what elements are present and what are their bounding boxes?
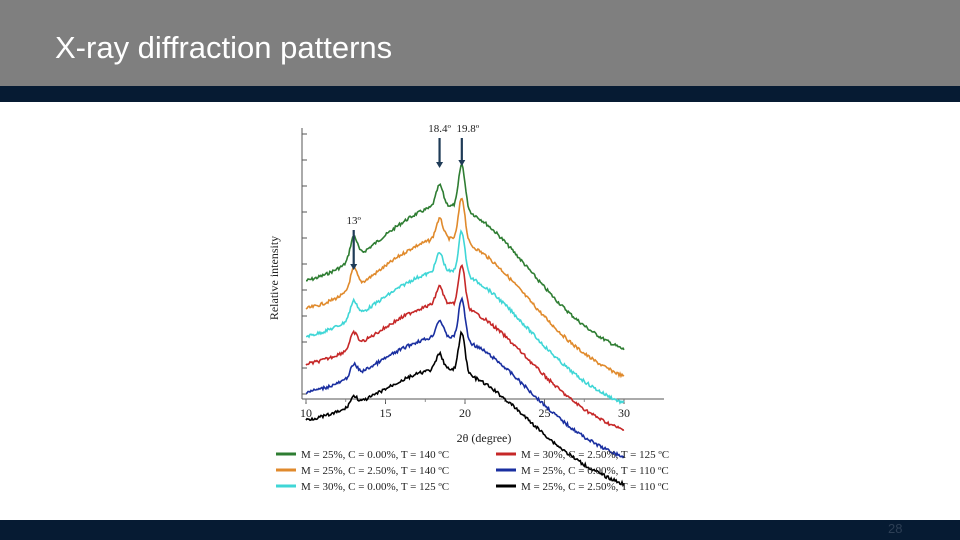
xrd-chart-figure: 10 15 20 25 30 13º 18.4º 19.8º 2θ (degree) Rel… [260,110,700,500]
legend-entry: M = 25%, C = 2.50%, T = 110 ºC [521,481,669,493]
series-line [305,330,625,488]
peak-annotation-label: 13º [346,215,361,227]
x-tick-label: 15 [380,406,392,420]
slide-title: X-ray diffraction patterns [55,30,393,65]
series-line [305,197,625,379]
peak-arrowhead [458,160,466,166]
legend-entry: M = 30%, C = 2.50%, T = 125 ºC [521,449,669,461]
chart-axes: 10 15 20 25 30 [300,128,664,420]
x-tick-label: 10 [300,406,312,420]
header-divider [0,86,960,102]
x-tick-label: 30 [618,406,630,420]
series-line [305,263,625,431]
chart-annotations: 13º 18.4º 19.8º [346,123,480,270]
peak-annotation-label: 19.8º [456,123,479,135]
series-line [305,296,625,459]
chart-series [305,162,625,488]
x-tick-label: 20 [459,406,471,420]
legend-entry: M = 30%, C = 0.00%, T = 125 ºC [301,481,449,493]
peak-annotation-label: 18.4º [428,123,451,135]
peak-arrowhead [350,264,358,270]
chart-legend: M = 25%, C = 0.00%, T = 140 ºC M = 30%, C… [276,449,669,493]
legend-entry: M = 25%, C = 0.00%, T = 140 ºC [301,449,449,461]
series-line [306,162,625,351]
legend-entry: M = 25%, C = 0.00%, T = 110 ºC [521,465,669,477]
title-bar: X-ray diffraction patterns [0,0,960,86]
legend-entry: M = 25%, C = 2.50%, T = 140 ºC [301,465,449,477]
y-axis-label: Relative intensity [267,236,281,320]
x-axis-label: 2θ (degree) [457,431,512,445]
peak-arrowhead [436,162,444,168]
series-line [306,228,625,405]
page-number: 28 [888,521,903,536]
footer-bar [0,520,960,540]
